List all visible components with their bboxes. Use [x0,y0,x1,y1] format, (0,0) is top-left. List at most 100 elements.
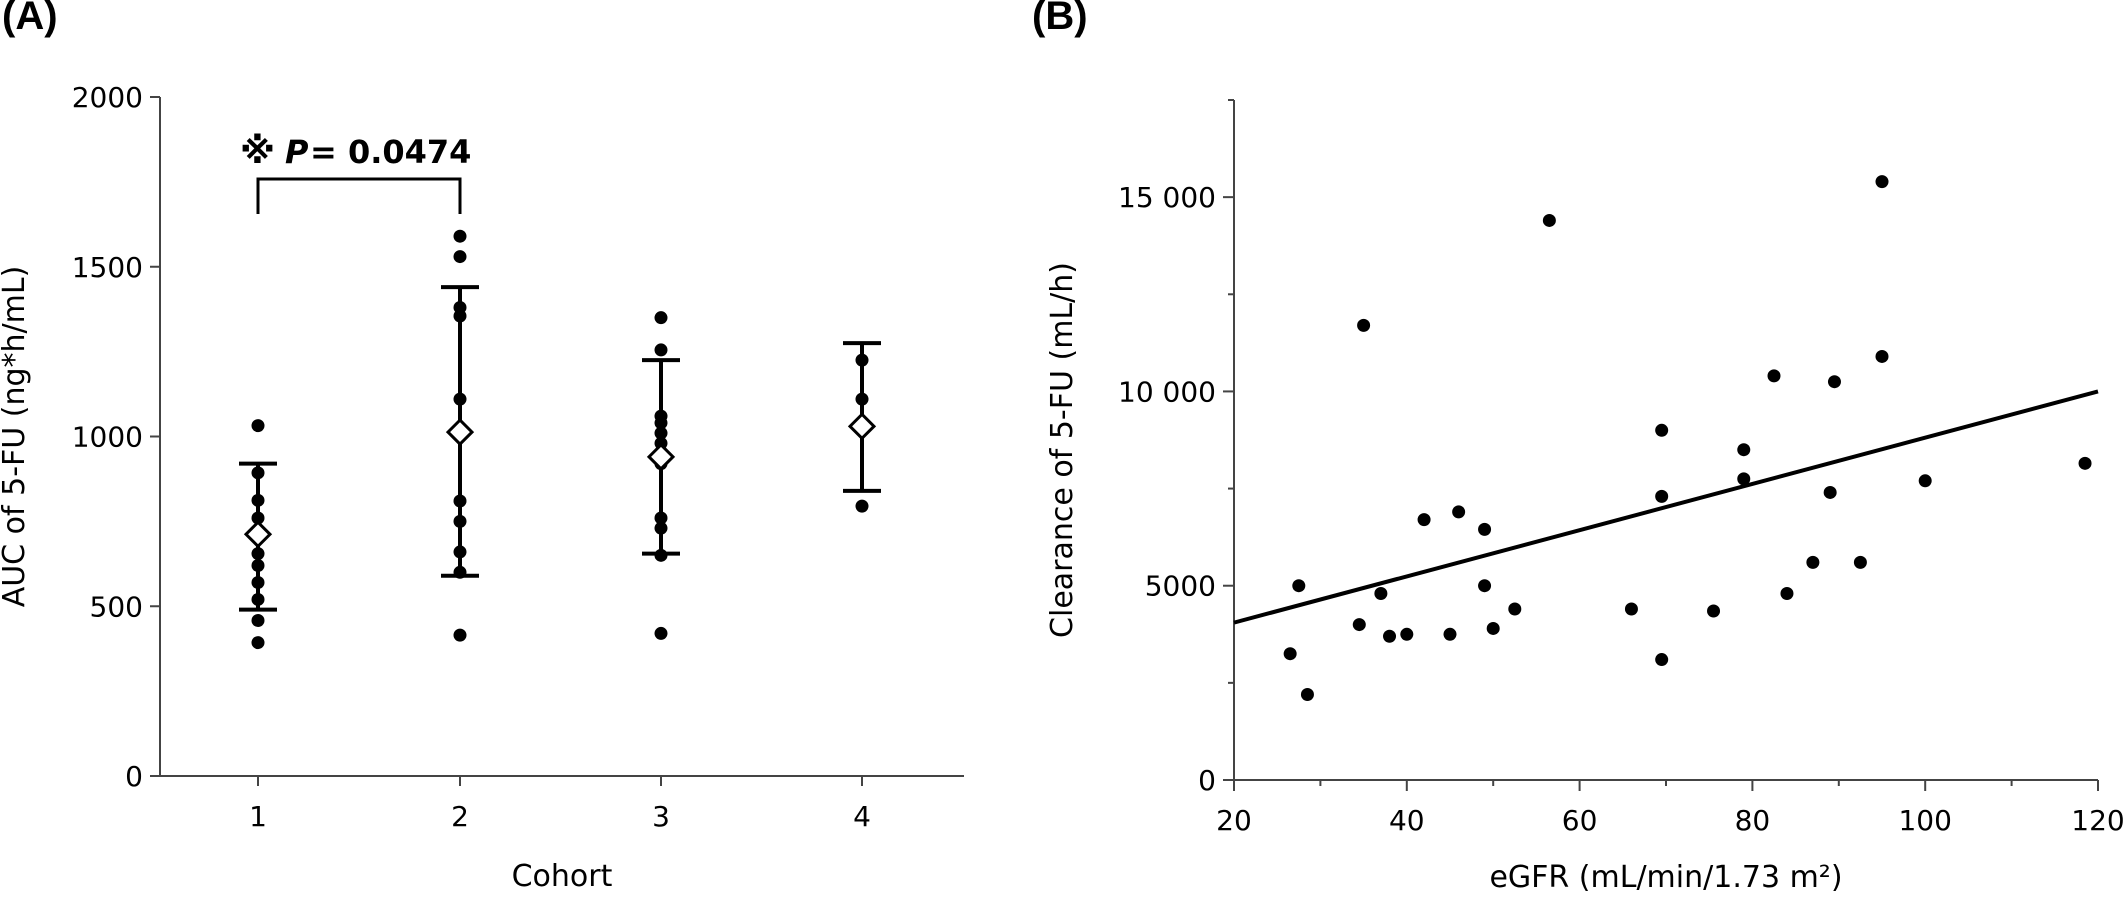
data-point [1357,318,1371,332]
mean-marker [445,417,475,447]
data-point [251,559,265,573]
mean-marker [847,412,877,441]
data-point [1542,213,1556,227]
data-point [251,547,265,561]
mean-marker [243,520,273,549]
regression-line [1233,389,2099,625]
data-point [251,592,265,606]
data-point [1707,604,1721,618]
data-point [1352,618,1366,632]
x-tick-label: 60 [1562,804,1598,837]
y-tick-label: 1000 [72,421,143,454]
data-point [1508,602,1522,616]
y-tick-label: 10 000 [1118,375,1216,408]
data-point [1780,586,1794,600]
data-point [251,419,265,433]
data-point [1737,472,1751,486]
x-tick-label: 1 [249,800,267,833]
data-point [453,545,467,559]
x-tick-label: 100 [1898,804,1951,837]
data-point [1283,647,1297,661]
chart-b: 0 5000 10 000 15 000 20 40 60 80 100 120 eGFR (mL/… [1045,99,2125,895]
data-point [1383,629,1397,643]
data-point [2078,456,2092,470]
data-point [1875,175,1889,189]
x-axis-title: eGFR (mL/min/1.73 m²) [1489,860,1842,895]
p-value-text: = 0.0474 [310,133,471,171]
y-axis-title: Clearance of 5-FU (mL/h) [1045,262,1080,638]
p-value-label: P [285,133,309,171]
x-tick-label: 3 [652,800,670,833]
data-point [1478,579,1492,593]
data-point [453,565,467,579]
data-point [1827,375,1841,389]
data-point [1300,688,1314,702]
y-tick-label: 0 [125,760,143,793]
y-axis-title: AUC of 5-FU (ng*h/mL) [0,266,32,608]
data-point [1417,513,1431,527]
data-point [855,353,869,367]
significance-bracket [256,177,462,214]
data-point [1624,602,1638,616]
mean-marker [646,442,676,471]
significance-symbol: ※ [240,131,275,172]
data-point [1767,369,1781,383]
data-point [251,493,265,507]
data-point [1400,627,1414,641]
data-point [654,521,668,535]
data-point [1452,505,1466,519]
data-point [654,343,668,357]
data-point [453,309,467,323]
x-tick-label: 40 [1389,804,1425,837]
data-point [654,511,668,525]
x-tick-label: 120 [2071,804,2124,837]
data-point [1478,522,1492,536]
data-point [453,494,467,508]
data-point [251,575,265,589]
x-tick-label: 20 [1216,804,1252,837]
x-tick-label: 2 [451,800,469,833]
data-point [453,250,467,264]
x-tick-label: 80 [1735,804,1771,837]
data-point [1918,474,1932,488]
x-tick-label: 4 [853,800,871,833]
data-point [1655,653,1669,667]
y-tick-label: 0 [1198,764,1216,797]
y-tick-label: 500 [90,590,143,623]
data-point [453,229,467,243]
data-point [453,392,467,406]
data-point [1292,579,1306,593]
data-point [1737,443,1751,457]
panel-a-label: (A) [2,0,58,38]
data-point [1823,485,1837,499]
x-axis-title: Cohort [512,859,613,894]
chart-a: 0 500 1000 1500 2000 1 2 3 4 Cohort AUC of 5-FU (n… [0,81,964,894]
panel-b-label: (B) [1032,0,1088,38]
data-point [453,514,467,528]
y-tick-label: 5000 [1145,570,1216,603]
data-point [453,628,467,642]
data-point [654,548,668,562]
data-point [1655,423,1669,437]
data-point [251,614,265,628]
data-point [251,636,265,650]
data-point [654,426,668,440]
y-tick-label: 2000 [72,81,143,114]
data-point [1655,489,1669,503]
data-point [855,392,869,406]
y-tick-label: 15 000 [1118,181,1216,214]
data-point [654,311,668,325]
data-point [654,626,668,640]
data-point [855,499,869,513]
data-point [1806,555,1820,569]
data-point [1486,621,1500,635]
data-point [251,511,265,525]
data-point [1875,349,1889,363]
data-point [1374,586,1388,600]
data-point [1853,555,1867,569]
data-point [1443,627,1457,641]
data-point [654,416,668,430]
y-tick-label: 1500 [72,251,143,284]
data-point [251,466,265,480]
